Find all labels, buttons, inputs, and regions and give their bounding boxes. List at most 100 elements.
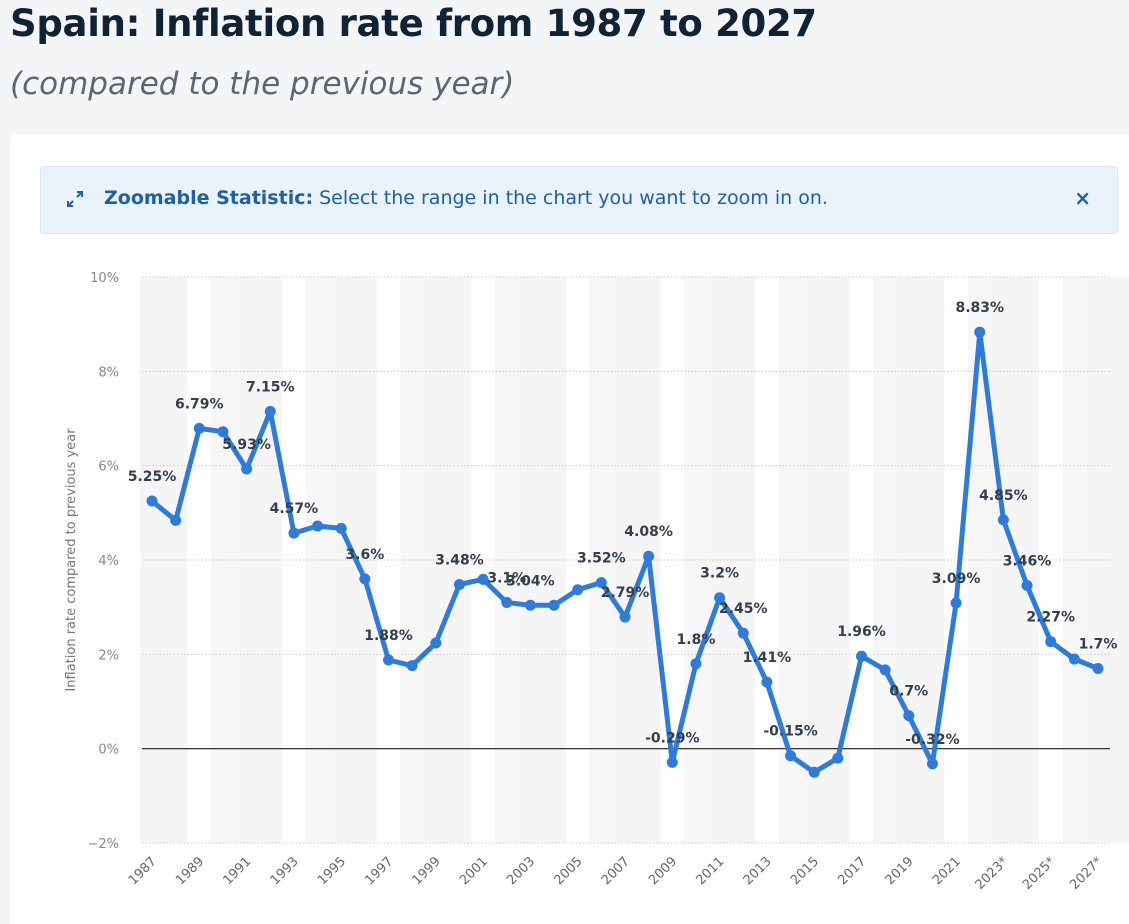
data-point [264, 405, 276, 417]
chart-title: Spain: Inflation rate from 1987 to 2027 [10, 2, 817, 45]
data-label: 8.83% [955, 300, 1004, 316]
data-label: 4.08% [624, 524, 673, 540]
data-label: 3.48% [435, 553, 484, 569]
data-point [572, 584, 584, 596]
close-icon[interactable]: × [1074, 186, 1091, 210]
data-label: 4.57% [270, 501, 319, 517]
x-tick-label: 1995 [315, 854, 349, 888]
data-label: 7.15% [246, 379, 295, 395]
data-label: 4.85% [979, 488, 1028, 504]
data-point [501, 596, 513, 608]
y-tick-label: 6% [98, 460, 119, 475]
data-point [879, 664, 891, 676]
y-tick-label: 4% [98, 554, 119, 569]
data-point [643, 550, 655, 562]
data-label: 3.04% [506, 573, 555, 589]
data-point [595, 577, 607, 589]
data-point [856, 650, 867, 662]
data-point [383, 654, 394, 666]
data-point [974, 326, 986, 338]
data-label: 1.8% [677, 632, 716, 648]
data-point [1068, 653, 1080, 665]
y-tick-label: 10% [90, 271, 119, 286]
data-point [548, 599, 560, 611]
data-point [690, 658, 702, 670]
data-label: 3.1% [487, 570, 526, 586]
x-tick-label: 1989 [173, 854, 207, 888]
column-band [1086, 277, 1129, 843]
x-tick-label: 1999 [410, 854, 444, 888]
data-point [926, 758, 938, 770]
data-label: 2.27% [1026, 610, 1075, 626]
data-label: 1.96% [837, 624, 886, 640]
expand-arrows-icon [67, 191, 83, 207]
data-label: 5.93% [222, 437, 271, 453]
x-tick-label: 2013 [741, 854, 775, 888]
data-point [785, 750, 797, 762]
x-tick-label: 2007 [599, 854, 633, 888]
data-label: 0.7% [889, 684, 928, 700]
banner-message: Zoomable Statistic: Select the range in … [104, 187, 828, 209]
x-tick-label: 1993 [268, 854, 302, 888]
data-label: 3.52% [577, 551, 626, 567]
y-axis-label: Inflation rate compared to previous year [64, 428, 79, 692]
y-tick-label: −2% [87, 837, 119, 852]
x-tick-label: 2019 [883, 854, 917, 888]
data-label: 3.46% [1003, 553, 1052, 569]
data-point [217, 426, 229, 438]
data-point [335, 522, 347, 534]
data-point [1092, 662, 1104, 674]
data-point [666, 756, 678, 768]
x-tick-label: 2027* [1067, 854, 1106, 893]
x-tick-label: 2011 [693, 854, 727, 888]
data-label: -0.15% [763, 724, 817, 740]
data-point [288, 527, 300, 539]
data-label: 2.45% [719, 601, 768, 617]
x-tick-label: 2001 [457, 854, 491, 888]
x-tick-label: 2023* [973, 854, 1012, 893]
y-tick-label: 8% [98, 365, 119, 380]
x-tick-label: 2009 [646, 854, 680, 888]
data-point [997, 514, 1009, 526]
x-tick-label: 1997 [362, 854, 396, 888]
data-point [359, 573, 371, 585]
data-point [241, 463, 253, 475]
data-point [477, 573, 489, 585]
data-label: 5.25% [128, 469, 177, 485]
y-tick-label: 0% [98, 743, 119, 758]
data-point [737, 627, 749, 639]
data-label: 1.88% [364, 628, 413, 644]
banner-bold-label: Zoomable Statistic: [104, 187, 314, 209]
data-label: 3.09% [932, 571, 981, 587]
x-tick-label: 2017 [835, 854, 869, 888]
data-label: 3.6% [345, 547, 384, 563]
data-point [170, 514, 182, 526]
data-label: 1.41% [743, 650, 792, 666]
x-tick-label: 2015 [788, 854, 822, 888]
x-tick-label: 2003 [504, 854, 538, 888]
data-label: 2.79% [601, 585, 650, 601]
banner-text: Select the range in the chart you want t… [319, 187, 828, 209]
data-point [430, 637, 442, 649]
data-point [312, 520, 324, 532]
data-point [524, 599, 536, 611]
x-tick-label: 1987 [126, 854, 160, 888]
data-point [146, 495, 158, 507]
data-label: -0.29% [645, 730, 699, 746]
data-label: 6.79% [175, 396, 224, 412]
data-label: 1.7% [1079, 636, 1118, 652]
x-tick-label: 1991 [220, 854, 254, 888]
data-point [619, 611, 631, 623]
data-label: 3.2% [700, 566, 739, 582]
x-tick-label: 2025* [1020, 854, 1059, 893]
data-point [808, 766, 820, 778]
x-tick-label: 2005 [552, 854, 586, 888]
data-point [453, 579, 465, 591]
data-point [950, 597, 962, 609]
data-label: -0.32% [905, 732, 959, 748]
data-point [761, 676, 773, 688]
data-point [714, 592, 726, 604]
data-point [832, 752, 844, 764]
x-tick-label: 2021 [930, 854, 964, 888]
